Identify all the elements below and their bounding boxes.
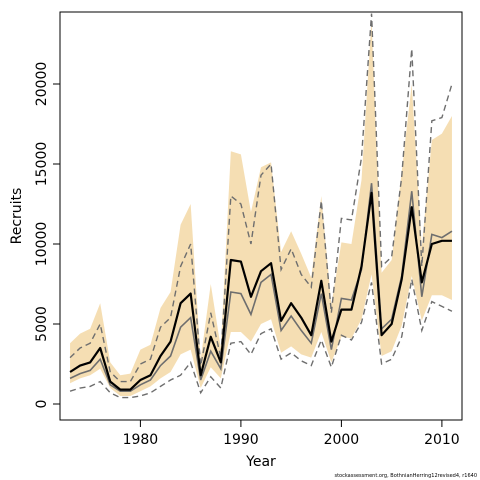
dashed-lower-line <box>69 279 453 399</box>
series-lines-layer <box>69 13 453 399</box>
x-axis-title: Year <box>245 454 276 470</box>
axes-layer: 1980 1990 2000 2010 0 5000 10000 15000 20000 <box>34 62 460 448</box>
y-tick-label: 5000 <box>34 306 50 342</box>
y-axis-title: Recruits <box>9 188 25 245</box>
x-tick-label: 2000 <box>324 432 360 448</box>
y-tick-label: 0 <box>34 400 50 409</box>
plot-frame <box>59 11 463 421</box>
grey-estimate-line <box>69 183 453 393</box>
x-tick-label: 2010 <box>424 432 460 448</box>
confidence-band-layer <box>70 20 452 396</box>
x-tick-label: 1980 <box>123 432 159 448</box>
footnote-text: stockassessment.org, BothnianHerring12re… <box>334 473 477 479</box>
y-tick-label: 10000 <box>34 222 50 267</box>
dashed-upper-line <box>69 13 453 383</box>
y-tick-label: 20000 <box>34 62 50 107</box>
y-tick-label: 15000 <box>34 142 50 187</box>
main-estimate-line <box>69 191 452 391</box>
x-tick-label: 1990 <box>223 432 259 448</box>
confidence-band <box>70 20 452 396</box>
